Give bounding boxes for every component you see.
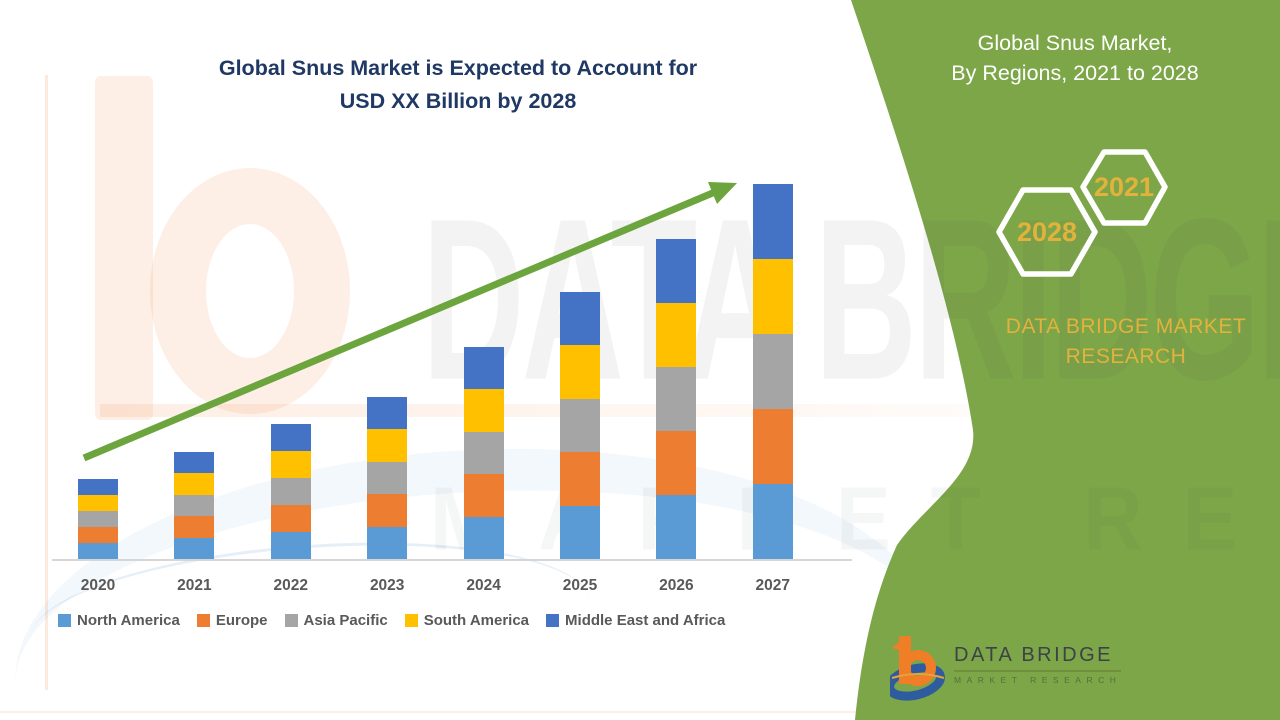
segment-north-america-2022: [270, 532, 311, 559]
hexagon-2028-label: 2028: [1017, 217, 1077, 247]
data-bridge-logo-icon: [890, 636, 945, 701]
segment-europe-2024: [463, 474, 504, 517]
hexagon-2028: [996, 187, 1098, 277]
segment-north-america-2021: [174, 537, 215, 559]
legend-label: North America: [77, 612, 180, 629]
hexagon-2021: [1080, 149, 1168, 226]
segment-middle-east-and-africa-2022: [270, 424, 311, 451]
panel-header: Global Snus Market, By Regions, 2021 to …: [924, 28, 1226, 88]
panel-header-line2: By Regions, 2021 to 2028: [951, 61, 1199, 85]
logo-subtitle: MARKET RESEARCH: [954, 675, 1122, 685]
segment-europe-2021: [174, 516, 215, 538]
bar-2022: [270, 424, 311, 559]
hexagon-2021-label: 2021: [1094, 172, 1154, 202]
legend-marker-icon: [284, 614, 298, 627]
segment-europe-2020: [78, 527, 118, 543]
segment-middle-east-and-africa-2025: [560, 291, 600, 345]
legend-marker-icon: [196, 614, 210, 627]
logo-text: DATA BRIDGE MARKET RESEARCH: [954, 634, 1122, 685]
bar-2020: [78, 479, 118, 559]
segment-europe-2025: [560, 452, 600, 506]
segment-south-america-2023: [367, 429, 408, 462]
x-axis-line: [52, 559, 852, 561]
panel-brand-caption: DATA BRIDGE MARKET RESEARCH: [975, 312, 1277, 372]
x-axis-label-2021: 2021: [177, 577, 212, 594]
legend-label: Asia Pacific: [303, 612, 388, 629]
segment-asia-pacific-2021: [174, 494, 215, 516]
legend-label: South America: [423, 612, 530, 629]
bar-2026: [656, 239, 697, 559]
panel-header-line1: Global Snus Market,: [977, 31, 1173, 55]
segment-south-america-2025: [560, 345, 600, 399]
x-axis-label-2024: 2024: [466, 577, 501, 594]
legend-label: Europe: [215, 612, 268, 629]
data-bridge-logo: DATA BRIDGE MARKET RESEARCH: [890, 634, 1122, 702]
segment-europe-2026: [656, 431, 697, 495]
chart-title: Global Snus Market is Expected to Accoun…: [130, 52, 786, 118]
x-axis-label-2026: 2026: [659, 577, 694, 594]
legend-item-middle-east-and-africa: Middle East and Africa: [546, 612, 725, 629]
segment-south-america-2020: [78, 495, 118, 511]
segment-middle-east-and-africa-2027: [752, 184, 793, 259]
legend-marker-icon: [546, 614, 560, 627]
segment-south-america-2022: [270, 451, 311, 478]
segment-north-america-2024: [463, 516, 504, 559]
segment-south-america-2024: [463, 389, 504, 432]
legend-label: Middle East and Africa: [565, 612, 726, 629]
segment-asia-pacific-2023: [367, 461, 408, 494]
legend: North America Europe Asia Pacific South Ame…: [58, 612, 725, 629]
segment-middle-east-and-africa-2023: [367, 396, 408, 429]
bar-2023: [367, 396, 408, 559]
legend-item-south-america: South America: [404, 612, 530, 629]
chart-title-line1: Global Snus Market is Expected to Accoun…: [218, 56, 698, 80]
logo-title: DATA BRIDGE: [954, 644, 1122, 672]
segment-north-america-2023: [367, 526, 408, 559]
x-axis-label-2020: 2020: [80, 577, 116, 594]
segment-asia-pacific-2022: [270, 478, 311, 505]
segment-asia-pacific-2026: [656, 367, 697, 431]
segment-middle-east-and-africa-2020: [78, 479, 118, 495]
segment-asia-pacific-2024: [463, 431, 504, 474]
segment-asia-pacific-2025: [560, 398, 600, 452]
segment-asia-pacific-2027: [752, 334, 793, 409]
year-hexagons: 2028 2021: [996, 149, 1168, 277]
x-axis-label-2027: 2027: [755, 577, 791, 594]
legend-marker-icon: [58, 614, 71, 627]
segment-north-america-2025: [560, 505, 600, 559]
segment-europe-2022: [270, 505, 311, 532]
panel-brand-caption-line2: RESEARCH: [1065, 345, 1187, 368]
legend-item-north-america: North America: [58, 612, 180, 629]
segment-europe-2027: [752, 409, 793, 484]
x-axis-label-2025: 2025: [562, 577, 598, 594]
legend-item-asia-pacific: Asia Pacific: [284, 612, 388, 629]
bar-2024: [463, 346, 504, 559]
segment-south-america-2021: [174, 473, 215, 495]
bar-2025: [560, 291, 600, 559]
x-axis-label-2023: 2023: [369, 577, 405, 594]
segment-south-america-2027: [752, 259, 793, 334]
segment-south-america-2026: [656, 303, 697, 367]
segment-north-america-2020: [78, 543, 118, 559]
panel-brand-caption-line1: DATA BRIDGE MARKET: [1005, 315, 1247, 338]
segment-middle-east-and-africa-2026: [656, 239, 697, 303]
segment-north-america-2027: [752, 484, 793, 559]
x-axis-label-2022: 2022: [273, 577, 309, 594]
segment-middle-east-and-africa-2024: [463, 346, 504, 389]
legend-marker-icon: [404, 614, 418, 627]
legend-item-europe: Europe: [196, 612, 268, 629]
segment-middle-east-and-africa-2021: [174, 451, 215, 473]
bar-2027: [752, 184, 793, 559]
bar-2021: [174, 451, 215, 559]
segment-asia-pacific-2020: [78, 511, 118, 527]
segment-north-america-2026: [656, 495, 697, 559]
segment-europe-2023: [367, 494, 408, 527]
chart-title-line2: USD XX Billion by 2028: [339, 89, 577, 113]
